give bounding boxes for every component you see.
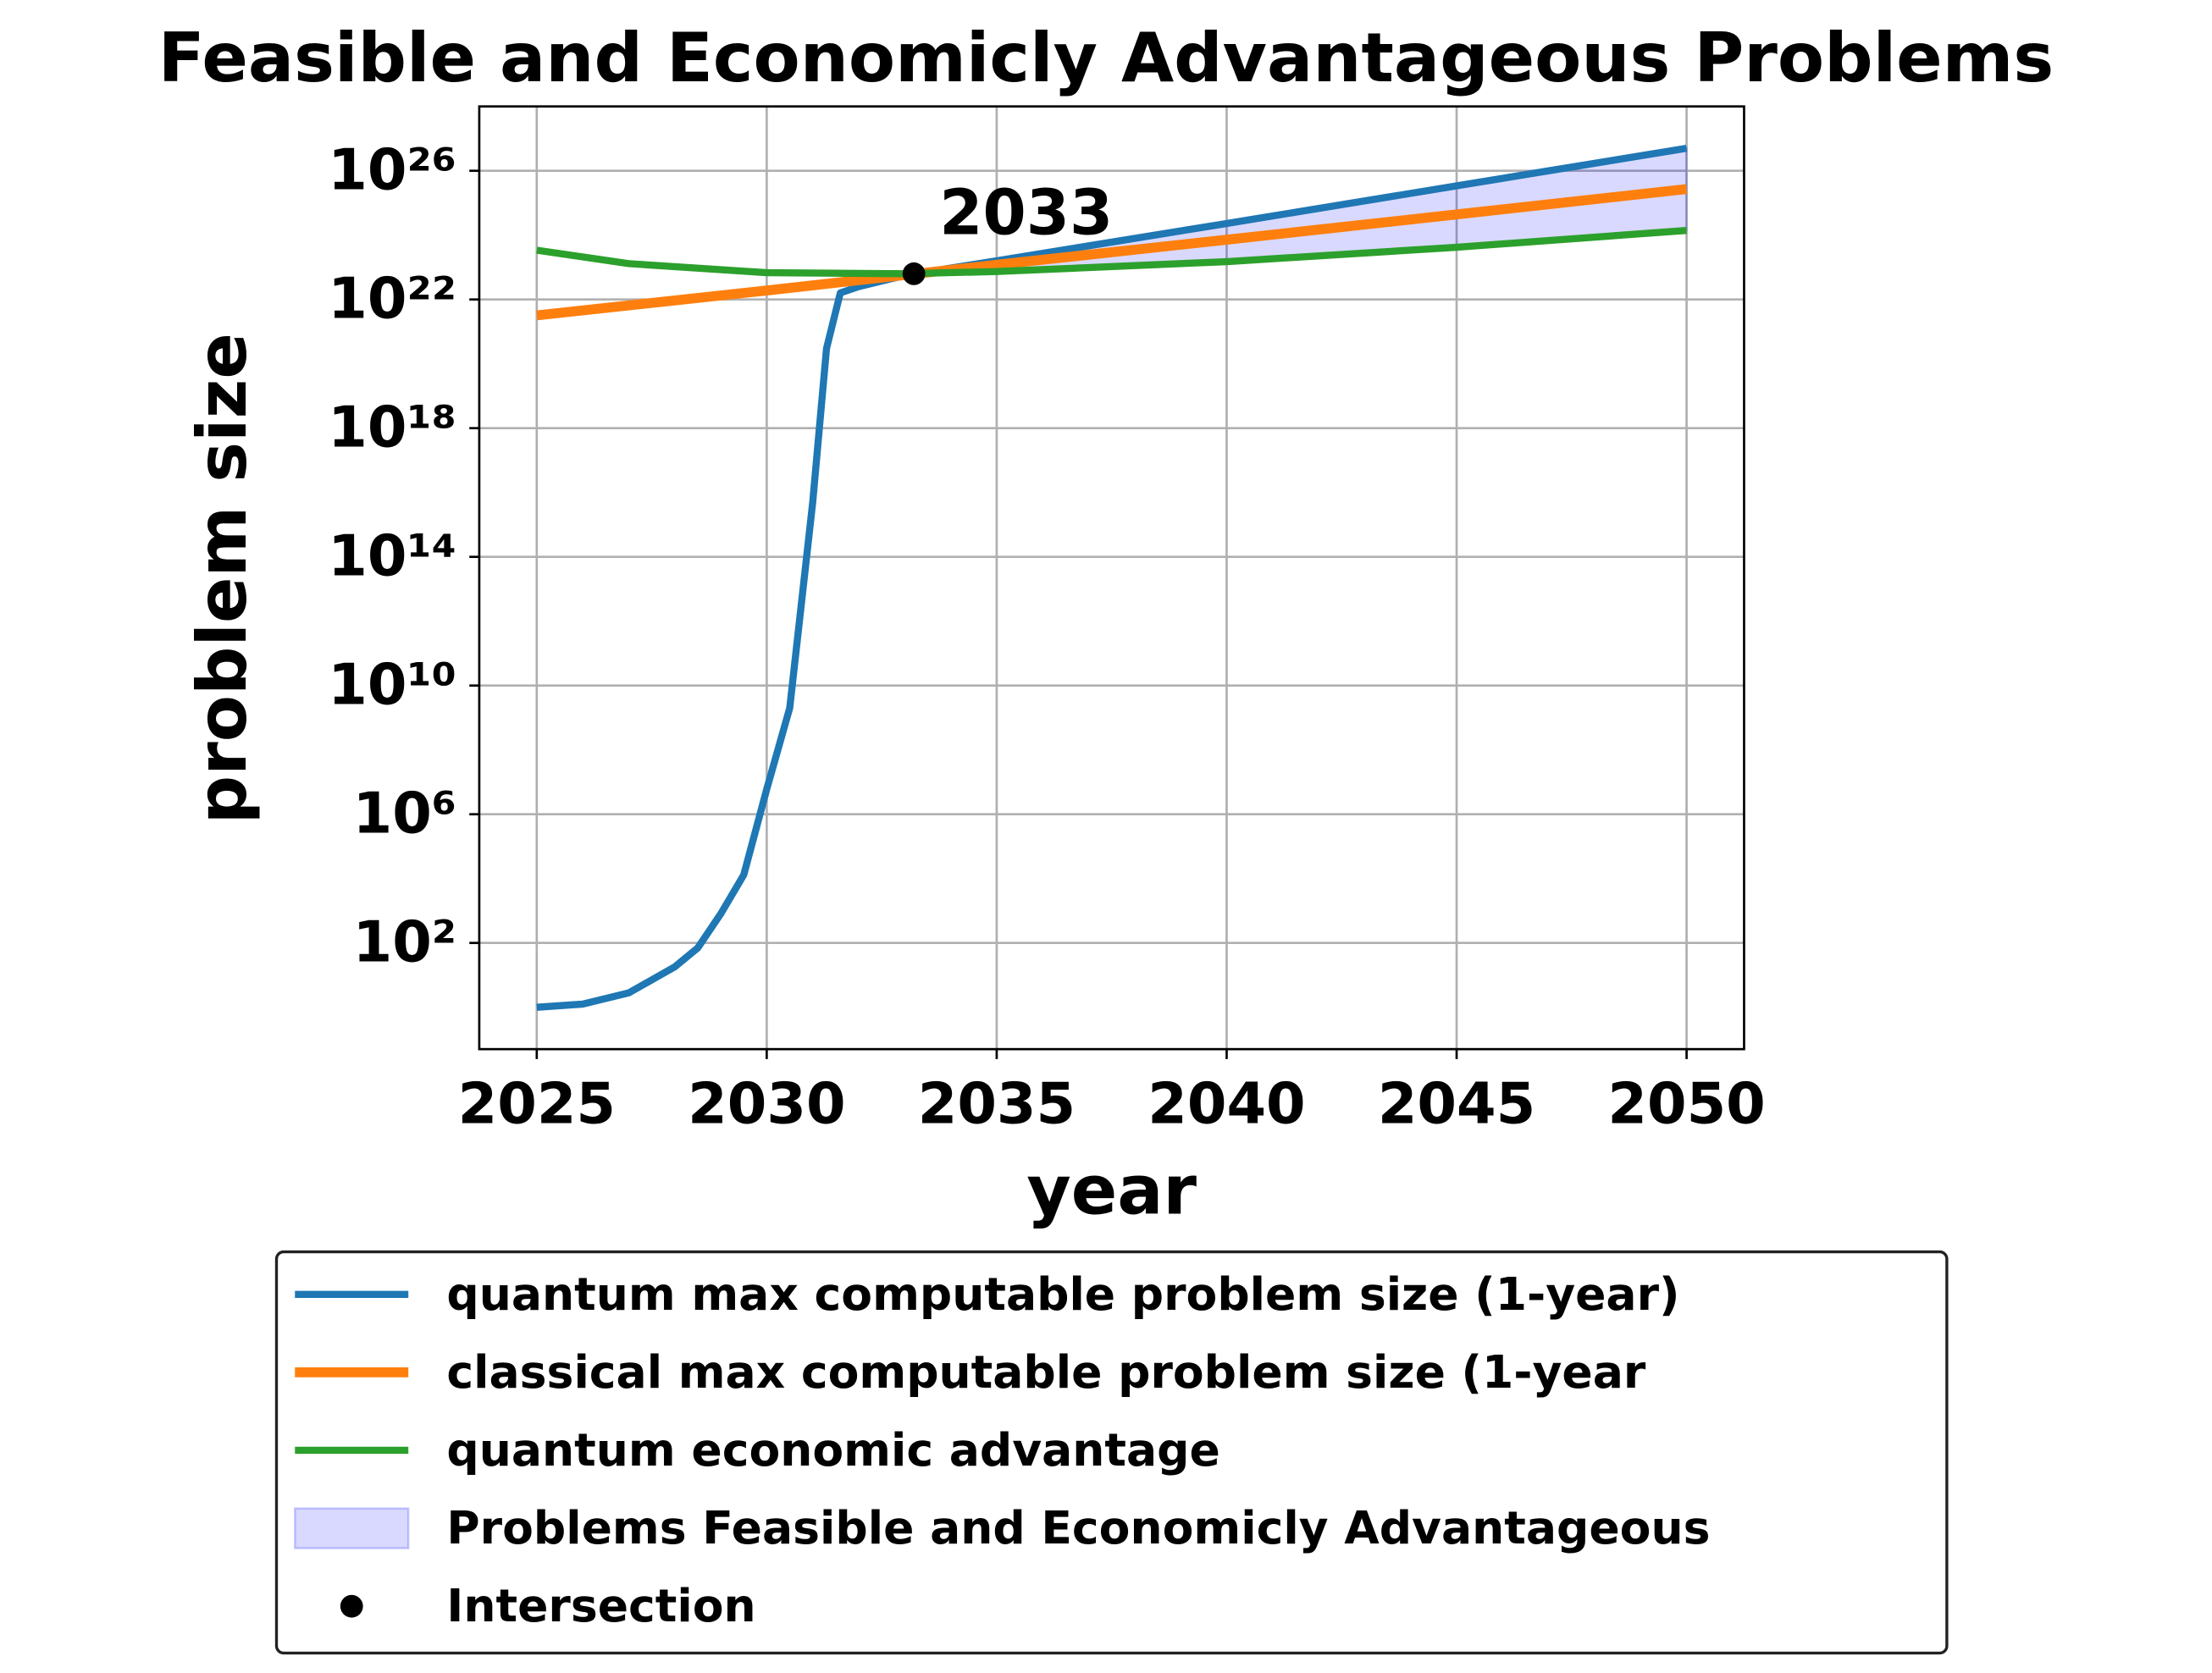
annotation: 2033 <box>939 177 1113 249</box>
y-tick-label: 10²² <box>328 266 456 332</box>
legend-box <box>274 1250 1949 1655</box>
axes-frame <box>478 105 1745 1051</box>
series-line <box>536 184 1688 321</box>
x-tick-label: 2050 <box>1607 1070 1765 1136</box>
ticks: 2025 2030 2035 2040 2045 2050 10² 10⁶ 10¹⁰ 10¹⁴ 10… <box>328 137 1765 1137</box>
x-tick-label: 2025 <box>458 1070 616 1136</box>
y-tick-label: 10¹⁴ <box>328 523 456 589</box>
y-tick-label: 10¹⁰ <box>328 652 456 718</box>
intersection-point <box>902 262 926 285</box>
legend-label: quantum max computable problem size (1-y… <box>446 1267 1679 1321</box>
legend-patch <box>294 1507 410 1549</box>
x-tick-label: 2030 <box>688 1070 845 1136</box>
x-tick-label: 2045 <box>1378 1070 1535 1136</box>
y-tick-label: 10² <box>353 909 457 975</box>
y-tick-label: 10⁶ <box>353 781 457 847</box>
legend-marker <box>340 1594 363 1618</box>
chart-title: Feasible and Economicly Advantageous Pro… <box>158 18 2054 97</box>
legend-label: Problems Feasible and Economicly Advanta… <box>446 1501 1710 1554</box>
legend-label: Intersection <box>446 1579 755 1632</box>
legend-label: classical max computable problem size (1… <box>446 1345 1645 1399</box>
y-tick-label: 10²⁶ <box>328 137 456 203</box>
y-tick-label: 10¹⁸ <box>328 395 456 461</box>
legend: quantum max computable problem size (1-y… <box>274 1250 1949 1655</box>
x-axis-label: year <box>1026 1151 1197 1230</box>
series-line <box>536 226 1687 278</box>
x-tick-label: 2035 <box>918 1070 1076 1136</box>
plot-area <box>536 145 1688 1011</box>
x-tick-label: 2040 <box>1147 1070 1305 1136</box>
legend-label: quantum economic advantage <box>446 1423 1219 1477</box>
series-line <box>536 145 1688 1011</box>
y-axis-label: problem size <box>182 333 262 824</box>
